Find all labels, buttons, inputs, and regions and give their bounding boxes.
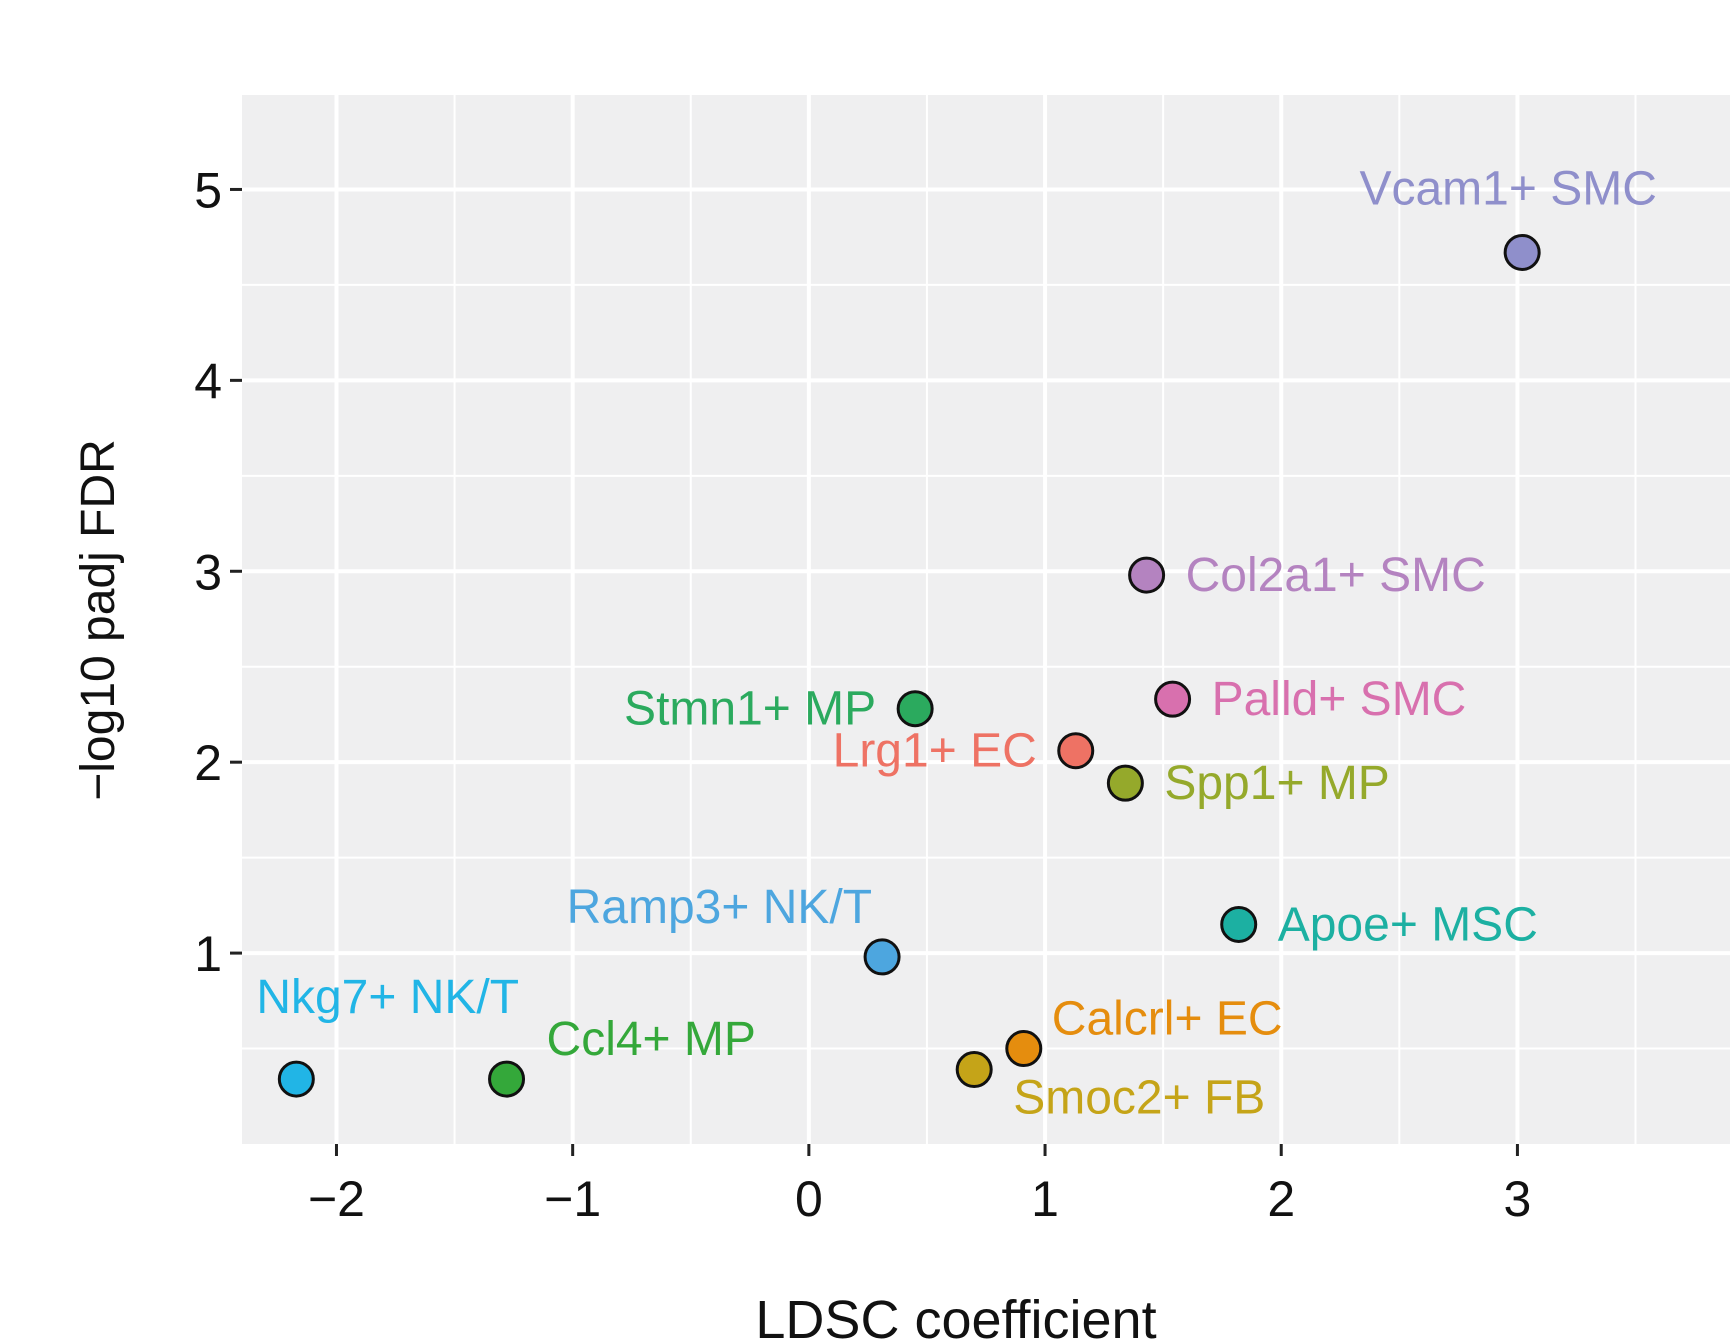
data-point bbox=[863, 938, 901, 976]
point-label: Smoc2+ FB bbox=[1013, 1072, 1265, 1125]
point-label: Nkg7+ NK/T bbox=[256, 971, 519, 1024]
point-label: Apoe+ MSC bbox=[1278, 898, 1538, 951]
point-label: Palld+ SMC bbox=[1212, 673, 1467, 726]
x-tick-label: 2 bbox=[1267, 1171, 1295, 1227]
point-label: Stmn1+ MP bbox=[624, 683, 876, 736]
y-tick-label: 3 bbox=[194, 544, 222, 600]
point-label: Ccl4+ MP bbox=[547, 1013, 756, 1066]
data-point bbox=[488, 1060, 526, 1098]
data-point bbox=[1057, 732, 1095, 770]
x-tick-label: −2 bbox=[308, 1171, 365, 1227]
y-tick-label: 4 bbox=[194, 353, 222, 409]
x-tick-label: 1 bbox=[1031, 1171, 1059, 1227]
x-tick-label: 3 bbox=[1504, 1171, 1532, 1227]
data-point bbox=[1106, 764, 1144, 802]
data-point bbox=[1128, 556, 1166, 594]
plot-panel bbox=[242, 94, 1730, 1144]
y-axis-title: −log10 padj FDR bbox=[72, 439, 125, 801]
x-tick-label: 0 bbox=[795, 1171, 823, 1227]
data-point bbox=[955, 1051, 993, 1089]
x-tick-label: −1 bbox=[544, 1171, 601, 1227]
data-points bbox=[277, 233, 1541, 1098]
y-tick-label: 1 bbox=[194, 926, 222, 982]
y-tick-label: 5 bbox=[194, 162, 222, 218]
data-point bbox=[896, 690, 934, 728]
data-point bbox=[277, 1060, 315, 1098]
y-tick-label: 2 bbox=[194, 735, 222, 791]
x-axis: −2 −1 0 1 2 3 bbox=[308, 1144, 1531, 1227]
data-point bbox=[1503, 233, 1541, 271]
data-point bbox=[1154, 680, 1192, 718]
point-labels: Vcam1+ SMC Col2a1+ SMC Palld+ SMC Stmn1+ MP… bbox=[256, 162, 1657, 1124]
data-point bbox=[1220, 905, 1258, 943]
point-label: Lrg1+ EC bbox=[833, 725, 1037, 778]
point-label: Ramp3+ NK/T bbox=[567, 881, 872, 934]
x-axis-title: LDSC coefficient bbox=[755, 1290, 1156, 1344]
data-point bbox=[1005, 1030, 1043, 1068]
point-label: Col2a1+ SMC bbox=[1186, 549, 1486, 602]
y-axis: 1 2 3 4 5 bbox=[194, 162, 242, 982]
minor-gridlines bbox=[242, 93, 1730, 1144]
point-label: Spp1+ MP bbox=[1164, 757, 1389, 810]
point-label: Vcam1+ SMC bbox=[1359, 162, 1656, 215]
point-label: Calcrl+ EC bbox=[1052, 993, 1283, 1046]
